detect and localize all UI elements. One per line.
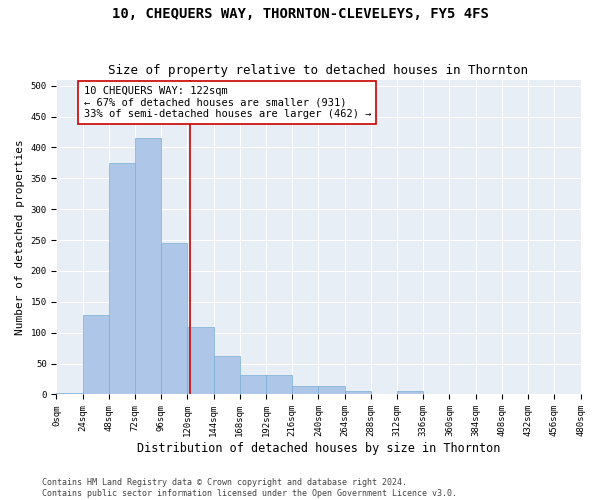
Y-axis label: Number of detached properties: Number of detached properties [15,139,25,335]
Bar [56,392,83,394]
Text: 10 CHEQUERS WAY: 122sqm
← 67% of detached houses are smaller (931)
33% of semi-d: 10 CHEQUERS WAY: 122sqm ← 67% of detache… [83,86,371,119]
Bar [344,391,371,394]
Bar [214,356,240,395]
Title: Size of property relative to detached houses in Thornton: Size of property relative to detached ho… [109,64,529,77]
X-axis label: Distribution of detached houses by size in Thornton: Distribution of detached houses by size … [137,442,500,455]
Bar [292,386,319,394]
Bar [240,376,266,394]
Text: Contains HM Land Registry data © Crown copyright and database right 2024.
Contai: Contains HM Land Registry data © Crown c… [42,478,457,498]
Bar [397,392,423,394]
Bar [135,138,161,394]
Bar [266,376,292,394]
Text: 10, CHEQUERS WAY, THORNTON-CLEVELEYS, FY5 4FS: 10, CHEQUERS WAY, THORNTON-CLEVELEYS, FY… [112,8,488,22]
Bar [187,326,214,394]
Bar [319,386,344,394]
Bar [161,243,187,394]
Bar [83,316,109,394]
Bar [109,163,135,394]
